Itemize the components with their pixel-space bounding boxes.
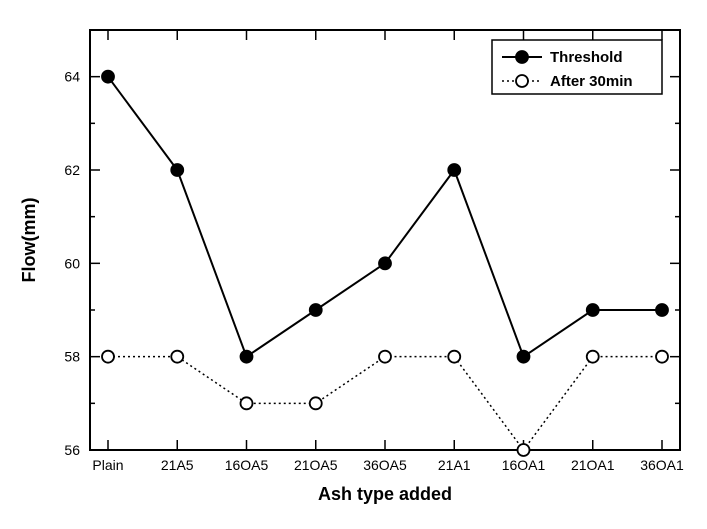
svg-text:36OA1: 36OA1 xyxy=(640,457,684,473)
svg-text:56: 56 xyxy=(64,442,80,458)
svg-text:16OA5: 16OA5 xyxy=(225,457,269,473)
svg-text:21A5: 21A5 xyxy=(161,457,194,473)
svg-text:58: 58 xyxy=(64,349,80,365)
svg-text:Threshold: Threshold xyxy=(550,49,623,66)
svg-text:Ash type added: Ash type added xyxy=(318,484,452,504)
svg-text:21OA5: 21OA5 xyxy=(294,457,338,473)
svg-text:16OA1: 16OA1 xyxy=(502,457,546,473)
chart-container: 56 58 60 62 64 Plain 21A5 16OA5 21OA5 36OA5 21A1 16… xyxy=(0,0,707,529)
svg-text:21OA1: 21OA1 xyxy=(571,457,615,473)
svg-text:After 30min: After 30min xyxy=(550,73,633,90)
svg-text:Flow(mm): Flow(mm) xyxy=(19,198,39,283)
svg-text:60: 60 xyxy=(64,255,80,271)
svg-text:36OA5: 36OA5 xyxy=(363,457,407,473)
svg-text:Plain: Plain xyxy=(92,457,123,473)
line-chart: 56 58 60 62 64 Plain 21A5 16OA5 21OA5 36OA5 21A1 16… xyxy=(0,0,707,529)
svg-text:64: 64 xyxy=(64,69,80,85)
svg-text:21A1: 21A1 xyxy=(438,457,471,473)
svg-text:62: 62 xyxy=(64,162,80,178)
